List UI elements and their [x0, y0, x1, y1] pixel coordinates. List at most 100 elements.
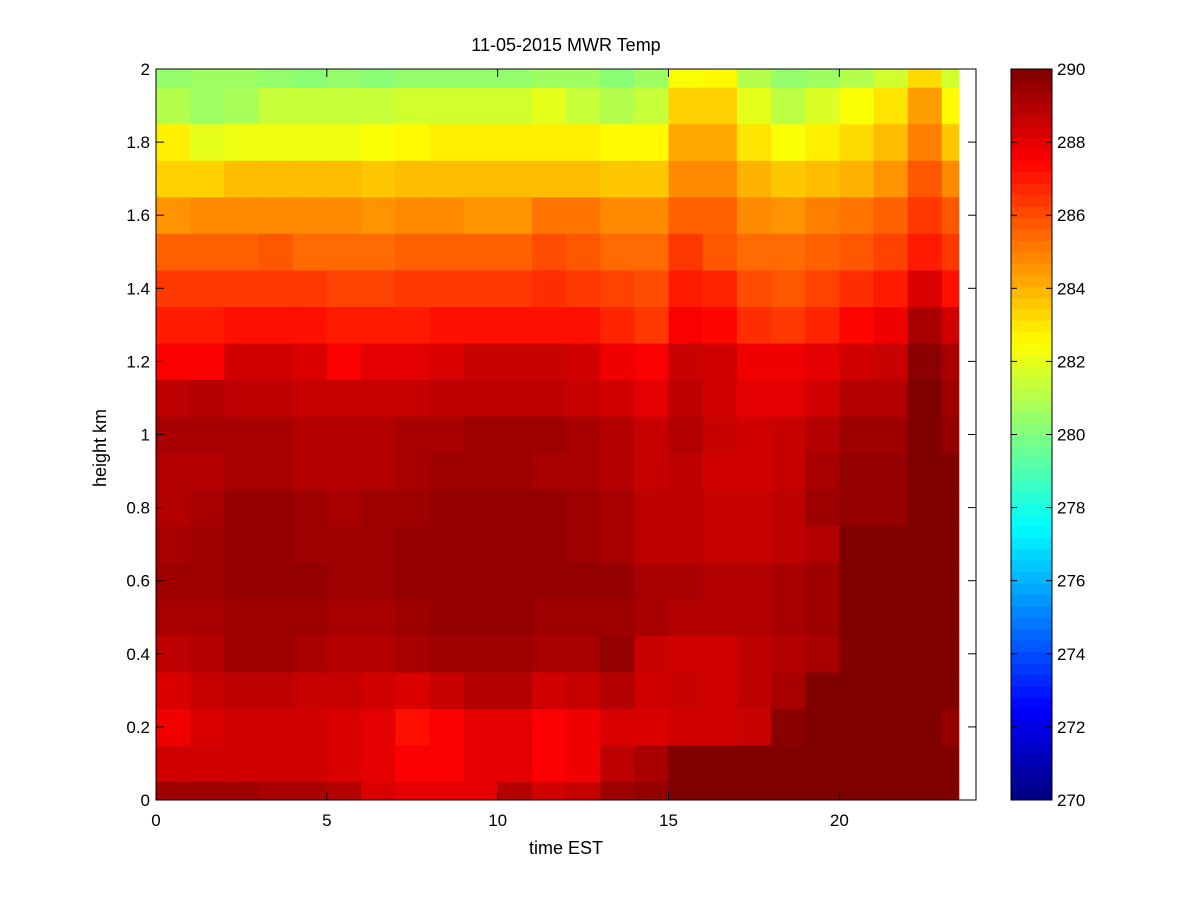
heatmap-cell [702, 87, 738, 125]
heatmap-cell [361, 196, 396, 234]
heatmap-cell [326, 306, 362, 344]
heatmap-cell [531, 343, 567, 381]
heatmap-cell [566, 672, 601, 710]
heatmap-cell [224, 233, 259, 271]
heatmap-cell [805, 343, 840, 381]
colorbar-swatch [1011, 525, 1052, 538]
colorbar-swatch [1011, 91, 1052, 104]
heatmap-cell [224, 379, 259, 417]
heatmap-cell [941, 416, 960, 454]
heatmap-cell [702, 598, 738, 636]
colorbar-swatch [1011, 331, 1052, 344]
heatmap-cell [531, 196, 567, 234]
heatmap-cell [190, 306, 225, 344]
heatmap-cell [600, 270, 635, 307]
colorbar-swatch [1011, 365, 1052, 378]
heatmap-cell [566, 123, 601, 161]
colorbar-swatch [1011, 217, 1052, 230]
heatmap-cell [531, 123, 567, 161]
heatmap-cell [771, 745, 806, 783]
heatmap-cell [292, 525, 328, 563]
heatmap-cell [634, 69, 669, 88]
heatmap-cell [429, 306, 464, 344]
heatmap-cell [224, 416, 259, 454]
heatmap-cell [805, 306, 840, 344]
heatmap-cell [258, 489, 294, 527]
colorbar-swatch [1011, 297, 1052, 310]
heatmap-cell [258, 69, 294, 88]
heatmap-cell [395, 270, 430, 307]
heatmap-cell [907, 160, 943, 198]
heatmap-cell [463, 379, 499, 417]
colorbar-tick-label: 284 [1057, 279, 1085, 298]
heatmap-cell [156, 379, 191, 417]
heatmap-cell [463, 635, 499, 673]
heatmap-cell [258, 672, 294, 710]
heatmap-cell [736, 69, 772, 88]
heatmap-cell [634, 416, 669, 454]
heatmap-cell [531, 562, 567, 600]
heatmap-cell [531, 270, 567, 307]
colorbar-swatch [1011, 640, 1052, 653]
heatmap-cell [429, 160, 464, 198]
heatmap-cell [258, 160, 294, 198]
heatmap-cell [771, 306, 806, 344]
heatmap-cell [600, 562, 635, 600]
heatmap-cell [634, 452, 669, 490]
heatmap-cell [771, 196, 806, 234]
heatmap-cell [873, 781, 909, 801]
heatmap-cell [839, 233, 874, 271]
heatmap-cell [941, 233, 960, 271]
heatmap-cell [702, 69, 738, 88]
heatmap-cell [258, 781, 294, 801]
y-tick-label: 1.2 [126, 352, 150, 371]
heatmap-cell [463, 598, 499, 636]
heatmap-cell [634, 708, 669, 746]
heatmap-cell [156, 672, 191, 710]
heatmap-cell [873, 306, 909, 344]
heatmap-cell [600, 708, 635, 746]
heatmap-cell [463, 562, 499, 600]
y-tick-label: 0.4 [126, 645, 150, 664]
heatmap-cell [429, 489, 464, 527]
heatmap-cell [361, 781, 396, 801]
heatmap-cell [156, 160, 191, 198]
heatmap-cell [224, 562, 259, 600]
heatmap-cell [702, 562, 738, 600]
heatmap-cell [566, 708, 601, 746]
heatmap-cell [668, 598, 704, 636]
heatmap-cell [224, 69, 259, 88]
heatmap-cell [429, 672, 464, 710]
heatmap-cell [839, 781, 874, 801]
colorbar-swatch [1011, 560, 1052, 573]
heatmap-cell [190, 160, 225, 198]
heatmap-cell [907, 708, 943, 746]
heatmap-cell [292, 745, 328, 783]
colorbar-swatch [1011, 377, 1052, 390]
heatmap-cell [668, 489, 704, 527]
heatmap-cell [566, 489, 601, 527]
heatmap-cell [907, 123, 943, 161]
heatmap-cell [805, 489, 840, 527]
colorbar-swatch [1011, 308, 1052, 321]
colorbar-swatch [1011, 594, 1052, 607]
heatmap-cell [258, 306, 294, 344]
y-axis-label: height km [90, 409, 110, 487]
heatmap-cell [429, 562, 464, 600]
colorbar-tick-label: 274 [1057, 645, 1085, 664]
heatmap-cell [190, 123, 225, 161]
heatmap-cell [907, 379, 943, 417]
heatmap-cell [702, 489, 738, 527]
heatmap-cell [292, 123, 328, 161]
heatmap-cell [634, 525, 669, 563]
heatmap-cell [258, 270, 294, 307]
heatmap-cell [771, 708, 806, 746]
heatmap-cell [531, 525, 567, 563]
heatmap-cell [429, 343, 464, 381]
heatmap-cell [907, 635, 943, 673]
heatmap-cell [190, 379, 225, 417]
heatmap-cell [326, 160, 362, 198]
heatmap-cell [702, 452, 738, 490]
heatmap-cell [531, 87, 567, 125]
heatmap-cell [156, 525, 191, 563]
